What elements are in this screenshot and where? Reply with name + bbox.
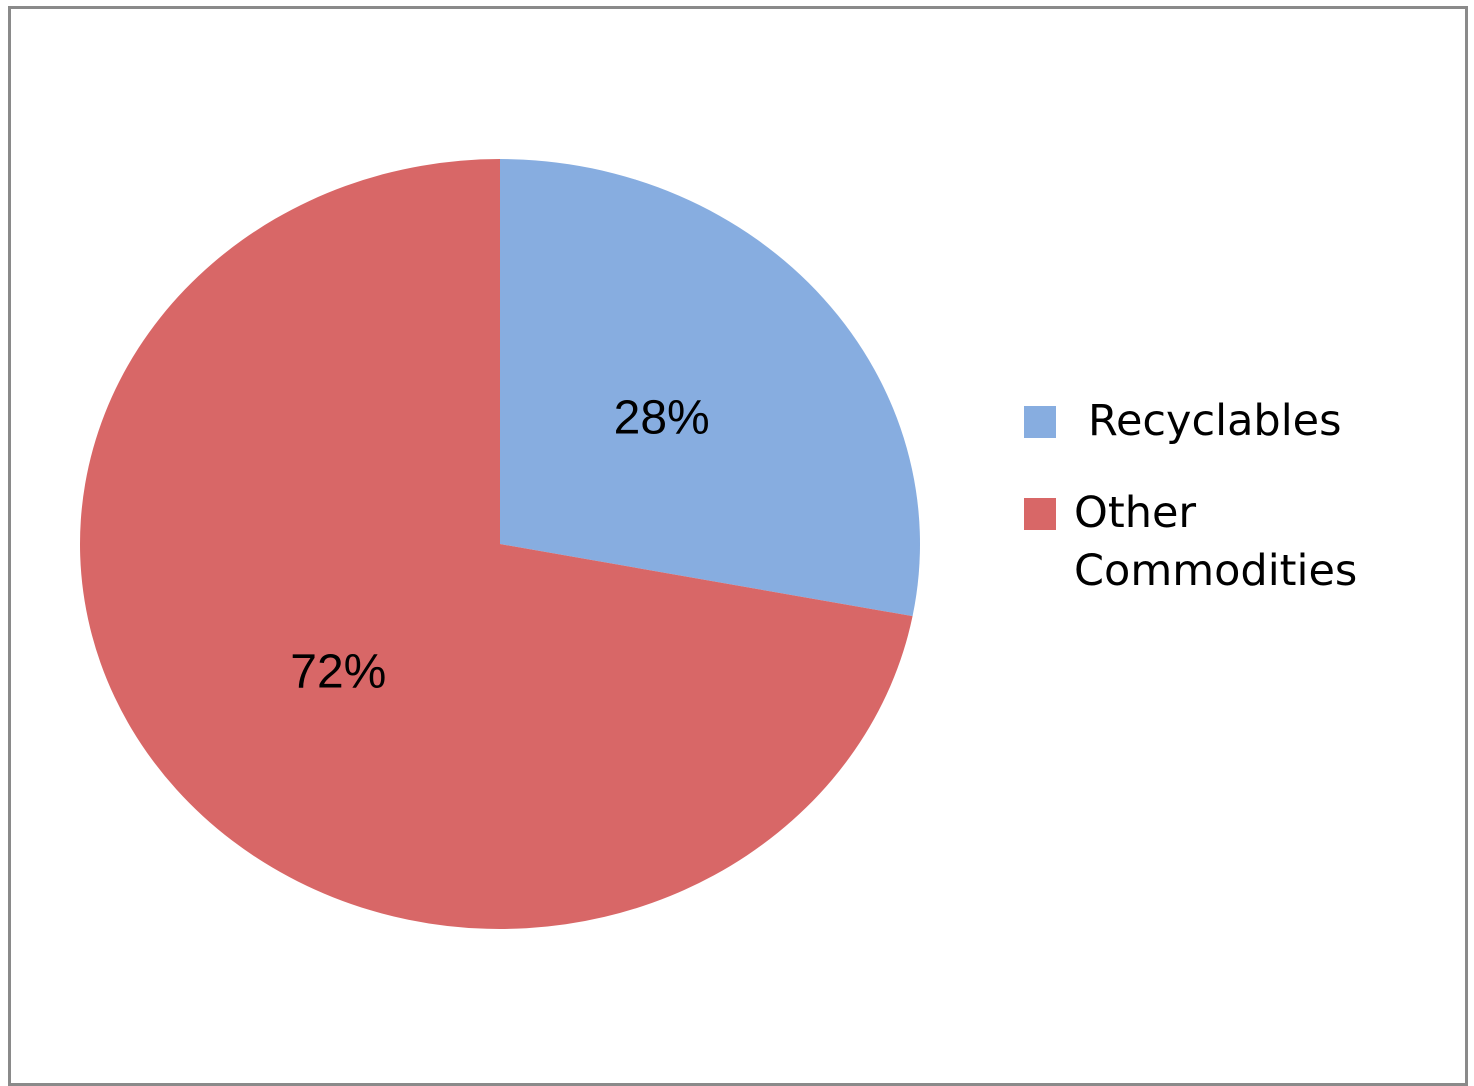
- legend-item-recyclables: Recyclables: [1024, 392, 1428, 450]
- legend-swatch-recyclables: [1024, 406, 1056, 438]
- legend-label-other-commodities: Other Commodities: [1074, 488, 1358, 596]
- data-label-other-commodities: 72%: [290, 646, 386, 699]
- pie-slice-other-commodities: [80, 159, 913, 929]
- legend-item-other-commodities: Other Commodities: [1024, 484, 1428, 600]
- legend-swatch-other-commodities: [1024, 498, 1056, 530]
- legend: Recyclables Other Commodities: [1024, 392, 1428, 634]
- pie-slices: [80, 159, 920, 929]
- pie-data-labels: 28% 72%: [290, 391, 709, 698]
- data-label-recyclables: 28%: [614, 391, 710, 444]
- pie-slice-recyclables: [500, 159, 920, 617]
- legend-label-recyclables: Recyclables: [1088, 396, 1342, 446]
